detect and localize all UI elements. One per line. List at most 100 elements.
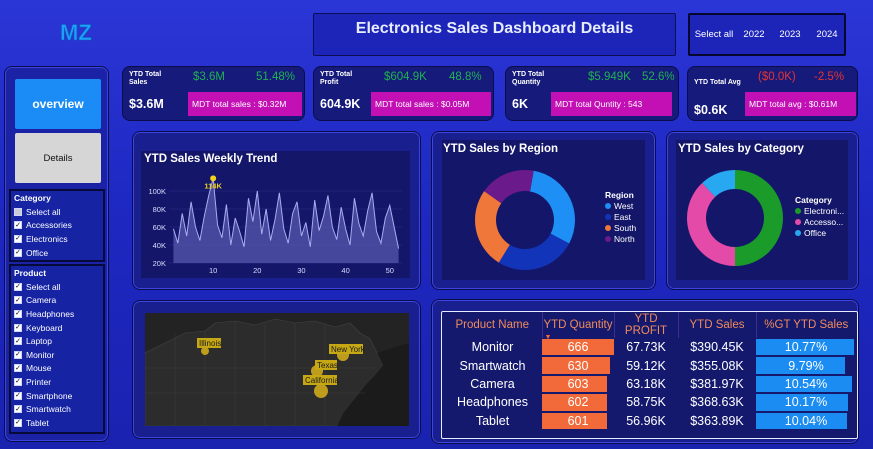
kpi-profit-label: YTD Total Profit (320, 71, 353, 86)
year-option-2023[interactable]: 2023 (779, 29, 801, 40)
dashboard-title: Electronics Sales Dashboard Details (313, 13, 676, 56)
region-donut (475, 170, 575, 270)
table-row[interactable]: Tablet 601 56.96K $363.89K 10.04% (443, 412, 856, 430)
weekly-trend-title: YTD Sales Weekly Trend (144, 153, 278, 165)
category-slicer-item[interactable]: ✓ Electronics (14, 232, 100, 246)
kpi-avg-ly: ($0.0K) (758, 71, 796, 83)
legend-item[interactable]: East (605, 211, 636, 222)
col-ytd-quantity[interactable]: YTD Quantity ▼ (542, 312, 615, 341)
checkbox-checked-icon[interactable]: ✓ (14, 296, 22, 305)
checkbox-checked-icon[interactable]: ✓ (14, 418, 22, 427)
legend-swatch (605, 202, 611, 209)
donut-slice-office[interactable] (702, 170, 735, 197)
peak-label: 114K (204, 181, 222, 190)
donut-slice-west[interactable] (530, 170, 575, 244)
kpi-avg-pct: -2.5% (814, 71, 845, 83)
quantity-value: 630 (567, 358, 589, 373)
checkbox-checked-icon[interactable]: ✓ (14, 234, 22, 243)
legend-item[interactable]: North (605, 233, 636, 244)
dashboard-title-text: Electronics Sales Dashboard Details (355, 20, 634, 37)
details-label: Details (43, 152, 73, 164)
map-bubble-california[interactable] (314, 384, 328, 398)
quantity-value: 601 (567, 413, 589, 428)
donut-slice-south[interactable] (475, 191, 510, 263)
product-slicer-item[interactable]: ✓ Laptop (14, 334, 100, 348)
checkbox-checked-icon[interactable]: ✓ (14, 282, 22, 291)
kpi-quantity-ly: $5.949K (588, 71, 631, 83)
legend-item[interactable]: West (605, 200, 636, 211)
category-slicer-item[interactable]: Select all (14, 205, 100, 219)
table-row[interactable]: Monitor 666 67.73K $390.45K 10.77% (443, 338, 856, 356)
checkbox-checked-icon[interactable]: ✓ (14, 377, 22, 386)
slicer-item-label: Mouse (26, 363, 52, 374)
checkbox-checked-icon[interactable]: ✓ (14, 350, 22, 359)
donut-slice-north[interactable] (484, 170, 534, 204)
legend-item[interactable]: Accesso... (795, 216, 844, 227)
map-bubble-illinois[interactable] (201, 347, 209, 355)
col-ytd-profit[interactable]: YTD PROFIT (614, 312, 679, 338)
product-slicer-item[interactable]: ✓ Mouse (14, 362, 100, 376)
product-slicer-item[interactable]: ✓ Camera (14, 294, 100, 308)
col-gt-ytd-sales[interactable]: %GT YTD Sales (764, 319, 849, 331)
cell-ytd-quantity: 601 (542, 412, 614, 430)
year-option-select-all[interactable]: Select all (694, 29, 734, 40)
product-slicer-item[interactable]: ✓ Printer (14, 375, 100, 389)
checkbox-checked-icon[interactable]: ✓ (14, 221, 22, 230)
checkbox-checked-icon[interactable]: ✓ (14, 248, 22, 257)
quantity-bar (542, 357, 611, 374)
slicer-item-label: Office (26, 247, 49, 258)
product-slicer-item[interactable]: ✓ Monitor (14, 348, 100, 362)
kpi-profit-ly: $604.9K (384, 71, 427, 83)
kpi-quantity-card: YTD Total Quantity 6K $5.949K 52.6% MDT … (505, 66, 679, 121)
donut-slice-electronics[interactable] (735, 170, 783, 266)
product-slicer-item[interactable]: ✓ Smartwatch (14, 402, 100, 416)
col-ytd-sales[interactable]: YTD Sales (678, 312, 757, 338)
cell-ytd-quantity: 666 (542, 338, 614, 356)
peak-point[interactable] (210, 175, 217, 182)
product-slicer-item[interactable]: ✓ Keyboard (14, 321, 100, 335)
year-option-2024[interactable]: 2024 (816, 29, 838, 40)
category-slicer-item[interactable]: ✓ Office (14, 246, 100, 260)
checkbox-checked-icon[interactable]: ✓ (14, 391, 22, 400)
slicer-item-label: Printer (26, 376, 52, 387)
product-slicer-item[interactable]: ✓ Select all (14, 280, 100, 294)
trend-area (173, 178, 399, 263)
checkbox-checked-icon[interactable]: ✓ (14, 364, 22, 373)
checkbox-partial-icon[interactable] (14, 207, 22, 216)
product-slicer-item[interactable]: ✓ Headphones (14, 307, 100, 321)
checkbox-checked-icon[interactable]: ✓ (14, 337, 22, 346)
category-slicer-item[interactable]: ✓ Accessories (14, 219, 100, 233)
col-product-name[interactable]: Product Name (443, 312, 543, 338)
product-slicer-heading: Product (14, 268, 47, 278)
legend-item[interactable]: Office (795, 227, 844, 238)
table-row[interactable]: Smartwatch 630 59.12K $355.08K 9.79% (443, 356, 856, 374)
cell-ytd-profit: 63.18K (626, 376, 666, 391)
y-tick-label: 40K (153, 241, 166, 250)
checkbox-checked-icon[interactable]: ✓ (14, 309, 22, 318)
year-option-2022[interactable]: 2022 (743, 29, 765, 40)
product-slicer-item[interactable]: ✓ Smartphone (14, 389, 100, 403)
donut-slice-accessories[interactable] (687, 183, 735, 266)
overview-button[interactable]: overview (15, 79, 101, 129)
product-slicer-item[interactable]: ✓ Tablet (14, 416, 100, 430)
kpi-profit-card: YTD Total Profit 604.9K $604.9K 48.8% MD… (313, 66, 494, 121)
cell-ytd-profit: 59.12K (626, 358, 666, 373)
table-row[interactable]: Camera 603 63.18K $381.97K 10.54% (443, 375, 856, 393)
kpi-sales-pct: 51.48% (256, 71, 296, 83)
kpi-quantity-pct: 52.6% (642, 71, 675, 83)
table-row[interactable]: Headphones 602 58.75K $368.63K 10.17% (443, 393, 856, 411)
checkbox-checked-icon[interactable]: ✓ (14, 323, 22, 332)
details-button[interactable]: Details (15, 133, 101, 183)
y-tick-label: 100K (148, 187, 166, 196)
legend-item[interactable]: Electroni... (795, 205, 844, 216)
legend-item[interactable]: South (605, 222, 636, 233)
cell-ytd-quantity: 603 (542, 375, 614, 393)
slicer-item-label: Laptop (26, 336, 52, 347)
gt-sales-bar (756, 394, 849, 411)
quantity-value: 603 (567, 376, 589, 391)
checkbox-checked-icon[interactable]: ✓ (14, 405, 22, 414)
cell-gt-ytd-sales: 10.54% (756, 375, 856, 393)
donut-slice-east[interactable] (498, 233, 570, 270)
cell-product-name: Smartwatch (459, 358, 526, 373)
category-legend: Category Electroni... Accesso... Office (795, 195, 844, 238)
